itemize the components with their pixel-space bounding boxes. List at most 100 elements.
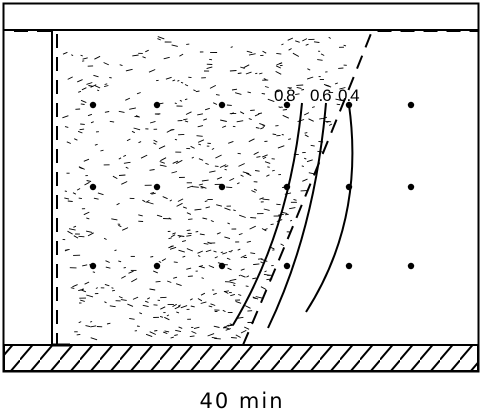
stipple-mark [197, 125, 204, 128]
stipple-mark [90, 325, 97, 328]
stipple-mark [205, 206, 211, 209]
stipple-mark [227, 267, 232, 271]
stipple-mark [80, 103, 85, 105]
stipple-mark [196, 135, 203, 137]
stipple-mark [237, 72, 242, 74]
stipple-mark [293, 198, 297, 201]
time-caption: 40 min [200, 389, 285, 413]
stipple-mark [214, 256, 218, 259]
stipple-mark [228, 250, 232, 253]
stipple-mark [119, 64, 123, 67]
stipple-mark [142, 199, 146, 203]
stipple-mark [136, 92, 141, 95]
stipple-mark [112, 175, 118, 179]
stipple-mark [255, 296, 263, 299]
stipple-mark [179, 99, 183, 102]
stipple-mark [74, 138, 78, 141]
stipple-mark [263, 78, 267, 81]
stipple-mark [220, 251, 224, 254]
stipple-mark [206, 66, 213, 70]
stipple-mark [245, 71, 252, 75]
stipple-mark [151, 192, 156, 195]
stipple-mark [79, 167, 83, 170]
stipple-mark [105, 266, 111, 269]
stipple-mark [295, 93, 300, 96]
stipple-mark [104, 111, 110, 113]
stipple-mark [195, 90, 200, 93]
stipple-mark [199, 265, 205, 269]
stipple-mark [160, 306, 166, 310]
stipple-mark [253, 188, 258, 191]
stipple-mark [186, 267, 192, 270]
sampling-point [89, 101, 97, 109]
stipple-mark [253, 263, 260, 266]
stipple-mark [80, 99, 87, 104]
stipple-mark [171, 171, 178, 174]
stipple-mark [85, 325, 91, 328]
stipple-mark [83, 158, 90, 162]
stipple-mark [240, 66, 245, 69]
stipple-mark [193, 89, 196, 92]
stipple-mark [255, 170, 260, 172]
stipple-mark [104, 283, 110, 287]
stipple-mark [230, 249, 233, 252]
stipple-mark [302, 38, 308, 42]
stipple-mark [112, 289, 115, 292]
stipple-mark [201, 277, 204, 279]
stipple-mark [246, 240, 252, 243]
stipple-mark [133, 127, 141, 131]
stipple-mark [310, 144, 315, 147]
stipple-mark [244, 326, 250, 330]
stipple-mark [245, 172, 252, 177]
stipple-mark [250, 217, 257, 219]
stipple-mark [77, 79, 83, 83]
stipple-mark [109, 120, 115, 123]
stipple-mark [224, 207, 231, 211]
stipple-mark [157, 38, 161, 41]
stipple-mark [229, 278, 237, 282]
stipple-mark [313, 41, 320, 43]
stipple-mark [231, 88, 238, 91]
stipple-mark [222, 252, 228, 255]
stipple-mark [208, 265, 215, 269]
stipple-mark [171, 44, 178, 47]
stipple-mark [239, 111, 245, 115]
stipple-mark [235, 334, 241, 338]
stipple-mark [219, 164, 227, 168]
stipple-mark [292, 52, 300, 57]
stipple-mark [82, 57, 88, 60]
stipple-mark [207, 333, 215, 337]
stipple-mark [72, 284, 78, 288]
stipple-mark [186, 212, 192, 215]
stipple-mark [279, 62, 283, 65]
stipple-mark [247, 91, 252, 94]
stipple-mark [111, 287, 114, 289]
stipple-mark [328, 36, 331, 39]
stipple-mark [242, 171, 250, 175]
stipple-mark [276, 52, 282, 55]
stipple-mark [295, 40, 300, 43]
stipple-mark [132, 54, 139, 57]
stipple-mark [216, 204, 223, 207]
stipple-mark [163, 56, 170, 60]
stipple-mark [139, 312, 143, 315]
stipple-mark [65, 248, 70, 251]
stipple-mark [145, 200, 150, 203]
stipple-mark [288, 48, 292, 51]
stipple-mark [157, 36, 165, 40]
stipple-mark [249, 225, 256, 230]
stipple-mark [205, 162, 209, 165]
stipple-mark [198, 158, 204, 161]
stipple-mark [149, 331, 156, 335]
stipple-mark [209, 170, 216, 173]
stipple-mark [272, 133, 277, 136]
stipple-mark [254, 113, 260, 117]
stipple-mark [304, 134, 309, 138]
stipple-mark [150, 256, 154, 258]
stipple-mark [199, 233, 205, 236]
stipple-mark [180, 305, 188, 309]
stipple-mark [288, 138, 291, 140]
stipple-mark [178, 249, 185, 253]
stipple-mark [167, 280, 172, 283]
stipple-mark [246, 275, 250, 278]
